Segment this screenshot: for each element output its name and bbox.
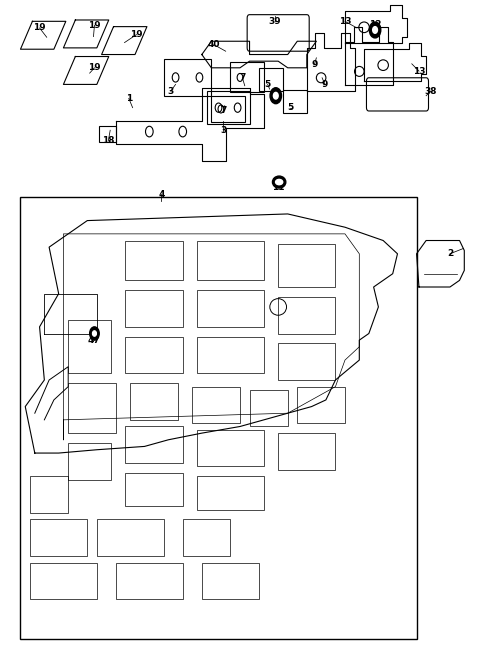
Bar [230, 63, 264, 93]
Text: 39: 39 [268, 17, 281, 26]
Bar [283, 90, 307, 113]
Text: 9: 9 [311, 60, 318, 69]
Text: 13: 13 [339, 17, 351, 26]
Bar [125, 290, 183, 327]
Text: 19: 19 [88, 21, 101, 30]
Text: 19: 19 [88, 63, 101, 72]
Bar [30, 476, 68, 513]
Bar [197, 337, 264, 374]
Bar [21, 197, 417, 639]
Text: 7: 7 [220, 107, 227, 115]
Bar [197, 290, 264, 327]
Bar [183, 520, 230, 556]
Ellipse shape [273, 176, 286, 188]
Bar [99, 125, 116, 142]
Circle shape [274, 93, 278, 99]
Text: 2: 2 [447, 249, 453, 258]
Bar [30, 563, 97, 599]
Bar [30, 520, 87, 556]
Bar [68, 384, 116, 433]
Bar [68, 320, 111, 374]
Bar [297, 387, 345, 423]
Text: 3: 3 [168, 87, 174, 95]
Circle shape [270, 88, 281, 103]
Circle shape [372, 27, 377, 33]
Text: 13: 13 [413, 67, 425, 75]
Text: 5: 5 [287, 103, 293, 112]
Text: 7: 7 [239, 73, 246, 82]
Bar [202, 563, 259, 599]
Bar [125, 241, 183, 280]
Bar [250, 390, 288, 426]
Bar [259, 68, 283, 91]
Bar [68, 443, 111, 480]
Bar [278, 244, 336, 287]
Text: 47: 47 [87, 336, 100, 345]
Bar [197, 241, 264, 280]
Bar [130, 384, 178, 420]
Bar [125, 426, 183, 463]
Bar [125, 473, 183, 506]
Text: 18: 18 [102, 136, 115, 145]
Bar [97, 520, 164, 556]
Bar [206, 91, 250, 124]
Text: 12: 12 [269, 93, 282, 102]
Text: 12: 12 [369, 20, 381, 29]
Text: 40: 40 [207, 40, 220, 49]
Bar [278, 297, 336, 334]
Text: 11: 11 [273, 183, 285, 192]
Bar [116, 563, 183, 599]
Circle shape [90, 327, 99, 340]
Bar [197, 476, 264, 510]
Bar [197, 430, 264, 466]
Text: 3: 3 [220, 127, 227, 135]
Bar [211, 95, 245, 122]
Circle shape [93, 331, 96, 336]
Bar [192, 387, 240, 423]
Text: 38: 38 [425, 87, 437, 95]
Text: 19: 19 [33, 23, 46, 33]
Bar [278, 344, 336, 380]
Text: 5: 5 [264, 80, 271, 89]
Ellipse shape [276, 179, 283, 185]
Bar [278, 433, 336, 470]
Text: 19: 19 [130, 30, 143, 39]
Text: 1: 1 [126, 94, 132, 103]
Text: 9: 9 [322, 80, 328, 89]
Bar [125, 337, 183, 374]
Circle shape [369, 22, 381, 38]
Bar [164, 59, 211, 95]
Text: 4: 4 [158, 189, 165, 199]
